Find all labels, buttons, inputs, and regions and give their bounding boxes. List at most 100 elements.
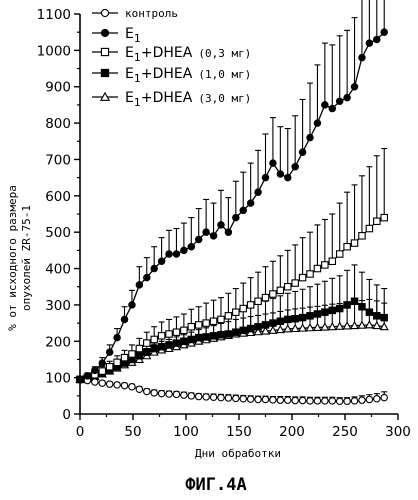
data-point (350, 397, 359, 405)
data-point (143, 387, 151, 396)
data-point (298, 396, 307, 405)
legend-label-dose: (3,0 мг) (198, 92, 251, 105)
data-point (261, 395, 270, 404)
x-tick-label: 100 (173, 424, 199, 440)
y-tick-label: 900 (45, 80, 71, 96)
data-point (150, 335, 158, 344)
data-point (321, 308, 329, 316)
data-point (291, 314, 299, 323)
legend-label-subscript: 1 (134, 51, 141, 64)
data-point (239, 206, 247, 215)
data-point (328, 104, 337, 113)
data-point (246, 395, 255, 403)
data-point (335, 321, 345, 330)
data-point (343, 93, 351, 102)
data-point (261, 173, 270, 182)
legend-label-subscript: 1 (134, 72, 141, 85)
data-point (342, 321, 352, 330)
data-point (83, 372, 92, 380)
data-point (380, 28, 388, 36)
data-point (269, 159, 277, 167)
data-point (269, 396, 277, 404)
legend-item-1: E1 (92, 26, 141, 45)
legend-label-suffix: +DHEA (141, 66, 193, 82)
data-point (276, 286, 285, 295)
y-axis-label-line-2: опухолей ZR-75-1 (20, 205, 33, 311)
data-point (380, 313, 388, 322)
data-point (128, 350, 136, 358)
y-tick-label: 600 (45, 189, 71, 205)
data-point (157, 342, 166, 351)
data-point (343, 242, 351, 251)
data-point (321, 261, 329, 269)
data-point (298, 148, 307, 156)
data-point (202, 333, 210, 341)
data-point (135, 281, 144, 289)
data-point (253, 327, 263, 336)
data-point (165, 330, 173, 338)
legend-marker (100, 68, 110, 78)
data-point (143, 339, 151, 347)
x-tick-label: 200 (279, 424, 305, 440)
data-point (224, 312, 233, 320)
data-point (283, 324, 293, 333)
data-point (327, 321, 337, 331)
legend-item-0: контроль (92, 7, 178, 20)
y-tick-label: 1100 (37, 7, 71, 23)
data-point (246, 324, 255, 333)
data-point (135, 344, 144, 353)
data-point (105, 380, 114, 388)
data-point (306, 133, 314, 142)
y-axis-label: % от исходного размера опухолей ZR-75-1 (6, 185, 33, 331)
data-point (290, 323, 300, 333)
data-point (284, 396, 292, 404)
data-point (172, 390, 181, 399)
data-point (305, 323, 315, 332)
data-point (297, 323, 308, 332)
data-point (217, 221, 225, 229)
y-tick-label: 500 (45, 225, 71, 241)
legend-label: E1+DHEA (3,0 мг) (125, 90, 251, 109)
legend-label: E1+DHEA (1,0 мг) (125, 66, 251, 85)
legend-marker (100, 47, 110, 57)
data-point (194, 333, 203, 342)
legend-marker (100, 8, 110, 18)
data-point (254, 188, 262, 196)
data-point (312, 322, 323, 331)
data-point (306, 270, 314, 278)
data-point (343, 301, 351, 309)
data-point (113, 381, 121, 389)
data-point (209, 317, 218, 326)
data-point (328, 257, 337, 266)
data-point (224, 228, 233, 236)
data-point (113, 333, 121, 342)
data-point (321, 397, 329, 405)
data-point (232, 328, 240, 336)
data-point (217, 393, 225, 402)
legend-label-main: E (125, 45, 134, 61)
data-point (313, 310, 322, 318)
data-point (373, 312, 381, 320)
data-point (157, 389, 166, 398)
y-tick-label: 400 (45, 262, 71, 278)
data-point (202, 319, 210, 327)
data-point (150, 389, 158, 397)
data-point (291, 162, 299, 171)
data-point (358, 302, 366, 311)
data-point (202, 393, 210, 401)
x-axis-label: Дни обработки (195, 447, 281, 460)
data-point (187, 392, 196, 400)
data-point (379, 321, 389, 331)
data-point (284, 173, 292, 182)
data-point (246, 199, 255, 207)
data-point (157, 332, 166, 340)
data-point (113, 358, 121, 367)
data-point (373, 35, 381, 44)
data-point (91, 378, 99, 386)
data-point (335, 250, 344, 258)
data-point (98, 367, 107, 375)
data-point (328, 306, 337, 315)
y-tick-label: 800 (45, 116, 71, 132)
data-point (254, 297, 262, 306)
